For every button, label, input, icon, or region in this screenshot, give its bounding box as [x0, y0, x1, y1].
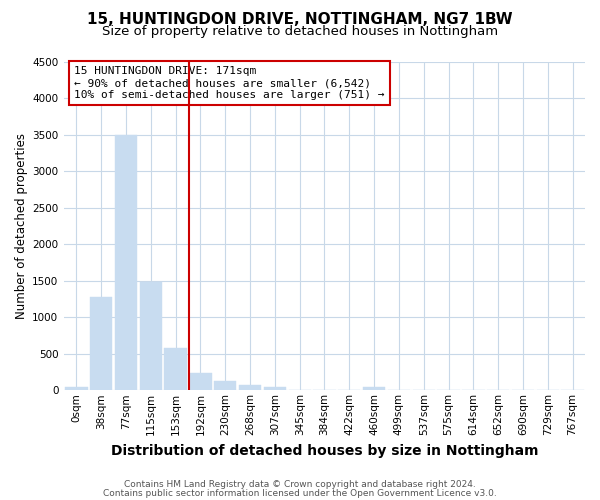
Bar	[214, 381, 236, 390]
Bar	[363, 387, 385, 390]
Text: Size of property relative to detached houses in Nottingham: Size of property relative to detached ho…	[102, 25, 498, 38]
Text: Contains HM Land Registry data © Crown copyright and database right 2024.: Contains HM Land Registry data © Crown c…	[124, 480, 476, 489]
Bar	[263, 386, 286, 390]
Text: 15 HUNTINGDON DRIVE: 171sqm
← 90% of detached houses are smaller (6,542)
10% of : 15 HUNTINGDON DRIVE: 171sqm ← 90% of det…	[74, 66, 385, 100]
Text: Contains public sector information licensed under the Open Government Licence v3: Contains public sector information licen…	[103, 488, 497, 498]
Bar	[65, 386, 88, 390]
Bar	[239, 385, 261, 390]
Bar	[90, 296, 112, 390]
Y-axis label: Number of detached properties: Number of detached properties	[15, 133, 28, 319]
Bar	[115, 134, 137, 390]
X-axis label: Distribution of detached houses by size in Nottingham: Distribution of detached houses by size …	[111, 444, 538, 458]
Text: 15, HUNTINGDON DRIVE, NOTTINGHAM, NG7 1BW: 15, HUNTINGDON DRIVE, NOTTINGHAM, NG7 1B…	[87, 12, 513, 28]
Bar	[140, 282, 162, 391]
Bar	[164, 348, 187, 391]
Bar	[189, 372, 212, 390]
